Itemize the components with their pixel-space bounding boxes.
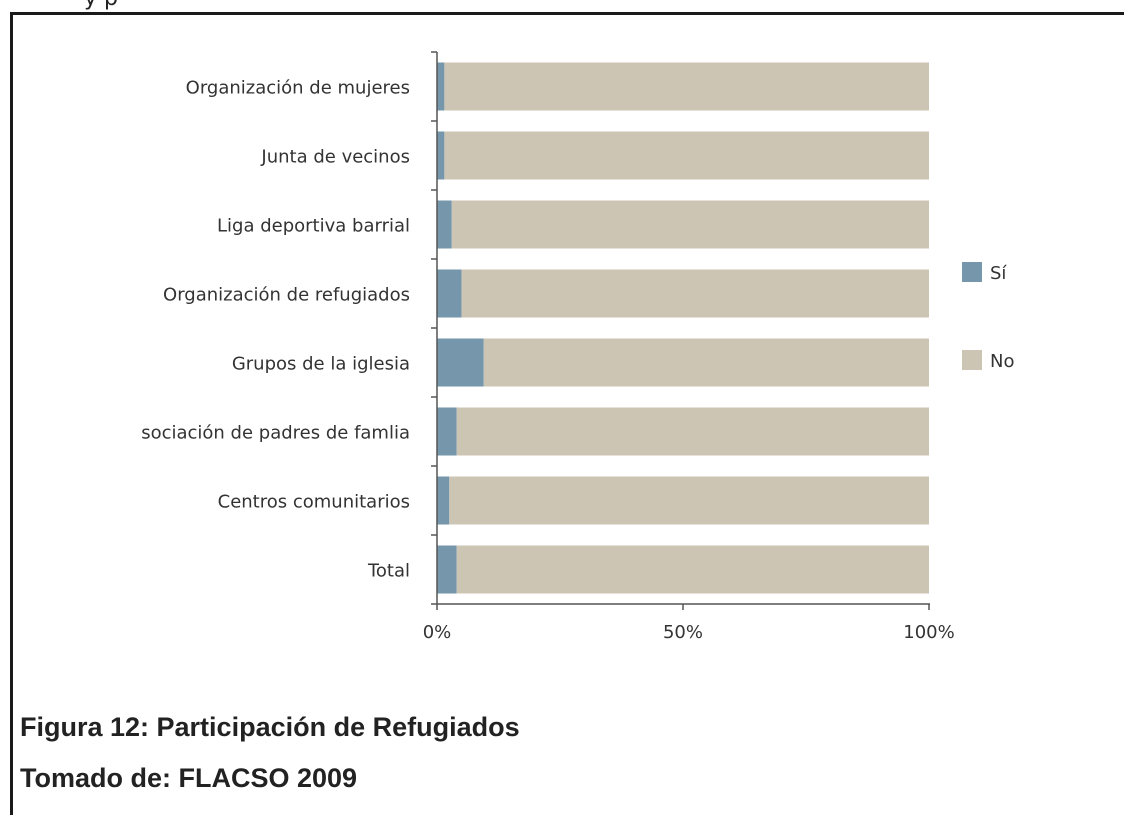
x-tick-label-100: 100%	[903, 622, 954, 643]
bars-layer	[437, 62, 929, 594]
bar-no-liga-deportiva-barrial	[451, 200, 929, 249]
x-tick-label-50: 50%	[663, 622, 703, 643]
category-label-junta-de-vecinos: Junta de vecinos	[260, 147, 410, 168]
legend-swatch-no	[962, 350, 982, 370]
figure-caption: Figura 12: Participación de Refugiados	[20, 712, 520, 742]
category-label-sociacion-de-padres-de-famlia: sociación de padres de famlia	[141, 423, 410, 444]
category-label-liga-deportiva-barrial: Liga deportiva barrial	[217, 216, 410, 237]
category-label-total: Total	[367, 561, 410, 582]
legend-label-si: Sí	[990, 263, 1007, 284]
bar-si-sociacion-de-padres-de-famlia	[437, 407, 457, 456]
bar-no-junta-de-vecinos	[444, 131, 929, 180]
bar-si-liga-deportiva-barrial	[437, 200, 452, 249]
x-tick-label-0: 0%	[423, 622, 452, 643]
category-label-grupos-de-la-iglesia: Grupos de la iglesia	[232, 354, 410, 375]
legend: Sí No	[962, 262, 1014, 372]
bar-no-centros-comunitarios	[449, 476, 929, 525]
top-cropped-text: y p	[0, 0, 1124, 20]
legend-label-no: No	[990, 351, 1014, 372]
axes-layer: 0% 50% 100%	[423, 51, 955, 643]
bar-no-total	[456, 545, 929, 594]
category-label-organizacion-de-refugiados: Organización de refugiados	[163, 285, 410, 306]
category-label-centros-comunitarios: Centros comunitarios	[218, 492, 410, 513]
bar-no-sociacion-de-padres-de-famlia	[456, 407, 929, 456]
bar-no-organizacion-de-mujeres	[444, 62, 929, 111]
bar-chart: Organización de mujeres Junta de vecinos L…	[141, 51, 1014, 643]
bar-si-grupos-de-la-iglesia	[437, 338, 484, 387]
bar-si-organizacion-de-mujeres	[437, 62, 445, 111]
bar-si-organizacion-de-refugiados	[437, 269, 462, 318]
bar-si-total	[437, 545, 457, 594]
top-cropped-text-label: y p	[84, 0, 118, 11]
bar-si-junta-de-vecinos	[437, 131, 445, 180]
bar-si-centros-comunitarios	[437, 476, 450, 525]
figure-source: Tomado de: FLACSO 2009	[20, 763, 358, 793]
figure-frame	[10, 12, 1124, 815]
bar-no-organizacion-de-refugiados	[461, 269, 929, 318]
bar-no-grupos-de-la-iglesia	[483, 338, 929, 387]
category-label-organizacion-de-mujeres: Organización de mujeres	[186, 78, 410, 99]
legend-swatch-si	[962, 262, 982, 282]
category-labels: Organización de mujeres Junta de vecinos L…	[141, 78, 410, 582]
